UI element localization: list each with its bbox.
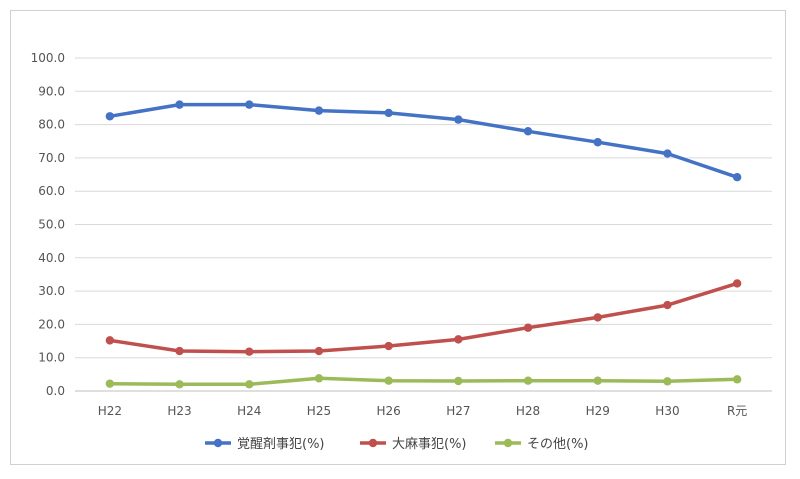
- x-tick-label: R元: [727, 404, 747, 418]
- legend-label: その他(%): [527, 437, 589, 452]
- data-point: [523, 376, 533, 385]
- data-point: [175, 380, 184, 389]
- legend-item: 大麻事犯(%): [360, 437, 467, 452]
- data-point: [314, 346, 324, 356]
- y-tick-label: 30.0: [38, 284, 65, 298]
- data-point: [523, 323, 533, 332]
- legend-swatch-marker: [368, 438, 378, 448]
- x-tick-label: H27: [446, 404, 470, 418]
- data-point: [523, 127, 533, 136]
- x-tick-label: H25: [307, 404, 331, 418]
- y-tick-label: 60.0: [38, 184, 65, 198]
- data-point: [384, 108, 393, 118]
- y-tick-label: 40.0: [38, 251, 65, 265]
- data-point: [732, 173, 742, 182]
- legend-item: 覚醒剤事犯(%): [205, 436, 325, 452]
- data-point: [105, 379, 115, 388]
- y-tick-label: 90.0: [38, 84, 65, 98]
- data-point: [732, 375, 742, 384]
- data-point: [593, 138, 602, 147]
- series-line: [108, 281, 739, 354]
- y-tick-label: 80.0: [38, 118, 65, 132]
- series-2: [105, 279, 742, 356]
- x-tick-label: H26: [377, 404, 401, 418]
- x-axis-ticks: H22 H23 H24 H25 H26 H27 H28 H29 H30 R元: [98, 404, 748, 418]
- x-tick-label: H22: [98, 404, 122, 418]
- series-1: [105, 100, 742, 182]
- legend: 覚醒剤事犯(%) 大麻事犯(%) その他(%): [205, 436, 589, 452]
- y-axis-ticks: 100.0 90.0 80.0 70.0 60.0 50.0 40.0 30.0 20.0 10.…: [31, 51, 65, 398]
- series-3: [105, 374, 742, 389]
- y-tick-label: 20.0: [38, 317, 65, 331]
- x-tick-label: H23: [167, 404, 191, 418]
- series-line: [108, 376, 739, 387]
- y-tick-label: 0.0: [46, 384, 65, 398]
- data-point: [593, 376, 602, 385]
- data-point: [245, 347, 254, 356]
- data-point: [663, 300, 672, 310]
- data-point: [314, 374, 324, 383]
- y-tick-label: 50.0: [38, 218, 65, 232]
- legend-swatch-marker: [213, 438, 223, 448]
- x-tick-label: H30: [655, 404, 679, 418]
- data-point: [314, 106, 324, 115]
- data-point: [593, 313, 602, 322]
- data-point: [175, 100, 184, 109]
- y-tick-label: 100.0: [31, 51, 65, 65]
- y-tick-label: 10.0: [38, 351, 65, 365]
- data-point: [175, 346, 184, 356]
- data-point: [663, 377, 672, 386]
- data-point: [663, 149, 672, 158]
- data-point: [732, 279, 742, 288]
- chart-frame: [10, 10, 786, 465]
- data-point: [245, 100, 254, 109]
- data-point: [454, 376, 463, 386]
- data-point: [384, 341, 393, 351]
- data-point: [454, 115, 463, 124]
- x-tick-label: H24: [237, 404, 261, 418]
- legend-label: 大麻事犯(%): [392, 437, 467, 452]
- series-line: [108, 102, 739, 179]
- data-point: [384, 376, 393, 385]
- x-tick-label: H29: [586, 404, 610, 418]
- data-point: [105, 112, 115, 121]
- y-tick-label: 70.0: [38, 151, 65, 165]
- data-point: [245, 380, 254, 389]
- legend-swatch-marker: [503, 438, 513, 448]
- data-point: [105, 336, 115, 345]
- legend-item: その他(%): [495, 437, 589, 452]
- series-lines: [105, 100, 742, 389]
- legend-label: 覚醒剤事犯(%): [237, 436, 325, 452]
- data-point: [454, 335, 463, 344]
- gridlines: [75, 57, 772, 392]
- x-tick-label: H28: [516, 404, 540, 418]
